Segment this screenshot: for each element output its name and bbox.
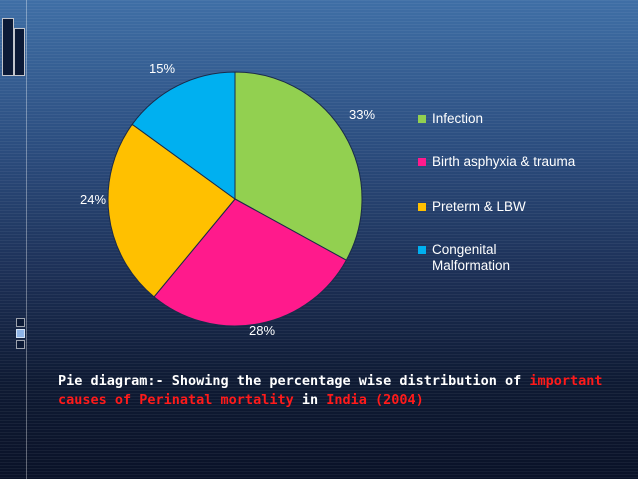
corner-decoration: [2, 18, 25, 76]
data-label-1: 33%: [349, 107, 375, 122]
legend-label-3: Preterm & LBW: [432, 199, 526, 214]
legend-swatch-3: [418, 203, 426, 211]
slide-frame: [26, 0, 638, 479]
pie-slice-1: [234, 71, 363, 261]
caption-text-1: Pie diagram:- Showing the percentage wis…: [58, 373, 530, 389]
pie-slice-2: [153, 198, 347, 327]
caption-highlight-india: India (2004): [326, 392, 424, 408]
caption-highlight-causes: important causes of Perinatal mortality: [58, 373, 603, 408]
pie-slice-4: [131, 71, 236, 200]
data-label-4: 15%: [149, 61, 175, 76]
legend-swatch-4: [418, 246, 426, 254]
pie-slice-3: [107, 123, 236, 298]
caption-text-2: in: [293, 392, 327, 408]
legend-label-1: Infection: [432, 111, 483, 126]
chart-caption: Pie diagram:- Showing the percentage wis…: [58, 372, 618, 410]
data-label-2: 28%: [249, 323, 275, 338]
legend-label-2: Birth asphyxia & trauma: [432, 154, 576, 169]
side-decoration: [16, 318, 25, 349]
legend-swatch-2: [418, 158, 426, 166]
data-label-3: 24%: [80, 192, 106, 207]
legend-swatch-1: [418, 115, 426, 123]
legend-label-4: Congenital Malformation: [432, 242, 510, 273]
